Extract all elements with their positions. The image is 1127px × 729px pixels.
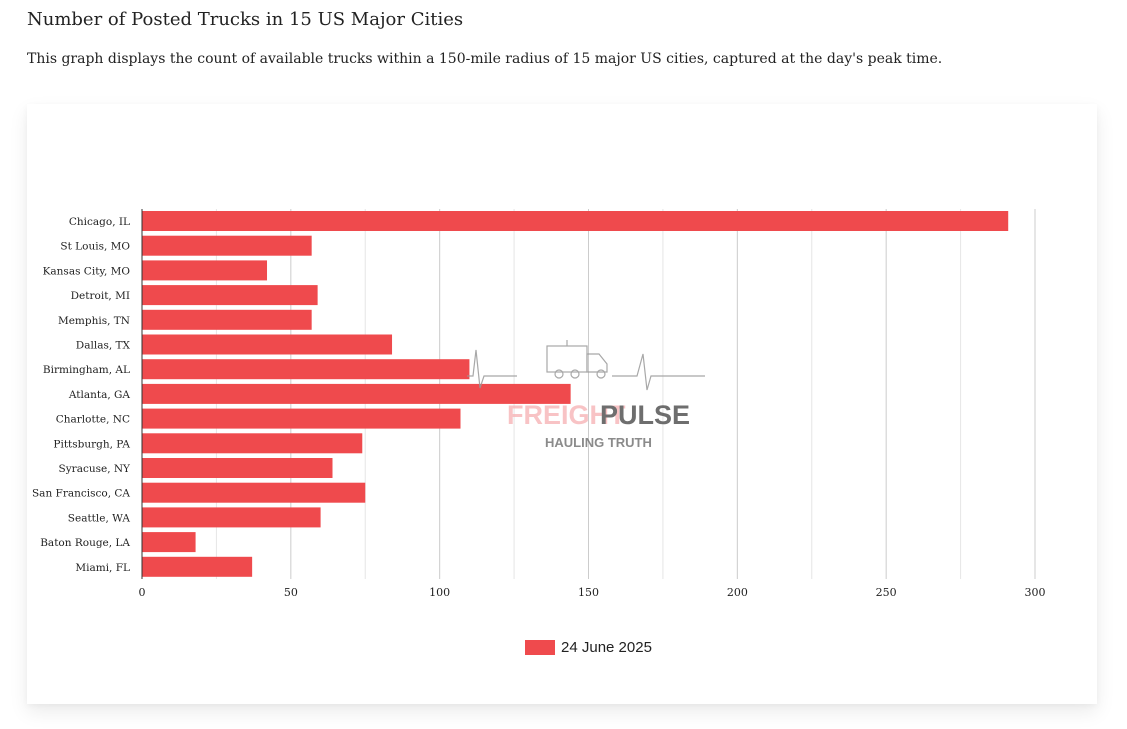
category-label: Syracuse, NY: [59, 463, 132, 475]
x-tick-labels: 0 50 100 150 200 250 300: [139, 586, 1046, 599]
category-label: Chicago, IL: [69, 216, 130, 228]
bar[interactable]: [142, 507, 321, 528]
category-label: Kansas City, MO: [43, 265, 131, 277]
bar[interactable]: [142, 482, 366, 503]
page-title: Number of Posted Trucks in 15 US Major C…: [27, 9, 464, 30]
bar[interactable]: [142, 532, 196, 553]
bar[interactable]: [142, 235, 312, 256]
bar[interactable]: [142, 556, 253, 577]
x-tick-label: 0: [139, 586, 146, 599]
chart-card: Chicago, IL St Louis, MO Kansas City, MO De…: [27, 104, 1097, 704]
x-tick-label: 100: [429, 586, 450, 599]
category-labels: Chicago, IL St Louis, MO Kansas City, MO De…: [32, 216, 131, 574]
legend-label: 24 June 2025: [561, 639, 652, 656]
bar-chart: Chicago, IL St Louis, MO Kansas City, MO De…: [32, 209, 1046, 599]
category-label: Dallas, TX: [76, 340, 131, 352]
bar[interactable]: [142, 260, 268, 281]
category-label: Seattle, WA: [68, 512, 131, 524]
bar[interactable]: [142, 334, 393, 355]
bar[interactable]: [142, 211, 1009, 231]
category-label: Detroit, MI: [71, 290, 130, 302]
bar[interactable]: [142, 383, 571, 404]
category-label: Birmingham, AL: [43, 364, 130, 376]
category-label: Atlanta, GA: [68, 389, 131, 401]
page-description: This graph displays the count of availab…: [27, 51, 943, 67]
bar[interactable]: [142, 458, 333, 478]
bar[interactable]: [142, 433, 363, 454]
bar[interactable]: [142, 408, 461, 429]
category-label: Miami, FL: [75, 562, 130, 574]
bar[interactable]: [142, 359, 470, 380]
x-tick-label: 250: [876, 586, 897, 599]
x-tick-label: 50: [284, 586, 298, 599]
chart-legend[interactable]: 24 June 2025: [525, 639, 652, 656]
x-tick-label: 200: [727, 586, 748, 599]
legend-swatch: [525, 640, 555, 655]
category-label: Charlotte, NC: [56, 414, 130, 426]
category-label: Pittsburgh, PA: [53, 438, 130, 450]
category-label: San Francisco, CA: [32, 488, 130, 500]
category-label: Baton Rouge, LA: [40, 537, 130, 549]
category-label: St Louis, MO: [60, 241, 130, 253]
bar[interactable]: [142, 285, 318, 306]
bar[interactable]: [142, 309, 312, 330]
category-label: Memphis, TN: [58, 315, 130, 327]
bars: [142, 211, 1009, 577]
x-tick-label: 300: [1025, 586, 1046, 599]
x-tick-label: 150: [578, 586, 599, 599]
